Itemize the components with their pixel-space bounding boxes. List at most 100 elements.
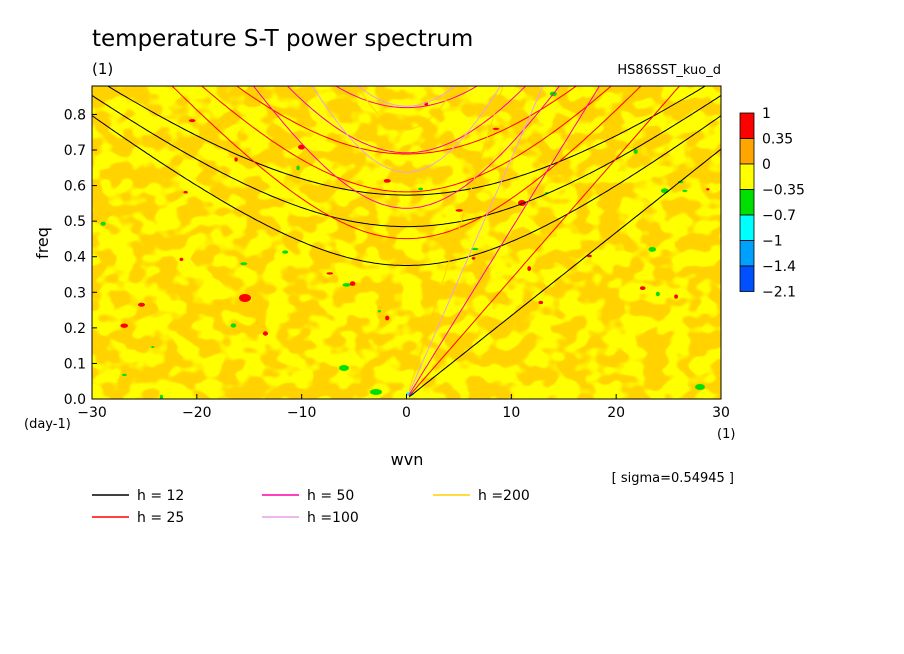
colorbar-label: −2.1: [762, 285, 796, 301]
inertia-gravity-curve: [201, 86, 612, 193]
y-unit-label: (day-1): [24, 417, 71, 432]
colorbar-label: −1: [762, 234, 783, 250]
field-spot: [655, 291, 660, 297]
kelvin-curve: [408, 148, 721, 398]
legend-label: h = 25: [137, 510, 184, 526]
field-spot: [122, 373, 127, 377]
field-spot: [682, 189, 688, 192]
field-spot: [151, 346, 155, 348]
x-unit-label: (1): [717, 427, 735, 442]
field-spot: [695, 384, 705, 390]
field-spot: [706, 188, 710, 191]
kelvin-curve: [408, 86, 504, 391]
colorbar-label: 0: [762, 157, 771, 173]
y-tick-label: 0.0: [64, 392, 86, 408]
field-spot: [660, 188, 669, 194]
inertia-gravity-curve: [286, 86, 527, 154]
field-spot: [471, 247, 479, 251]
x-axis: −30 −20 −10 0 10 20 30: [77, 394, 730, 421]
colorbar-label: −1.4: [762, 259, 796, 275]
y-tick-label: 0.4: [64, 250, 86, 266]
kelvin-curve: [408, 86, 681, 397]
colorbar-swatch: [739, 112, 755, 139]
field-spot: [339, 365, 349, 371]
kelvin-curve: [408, 86, 601, 395]
legend: h = 12 h = 25 h = 50 h =100 h =200: [92, 488, 530, 526]
kelvin-curve: [408, 86, 544, 394]
plot-area: [92, 86, 721, 399]
chart-subtitle-right: HS86SST_kuo_d: [617, 63, 721, 78]
legend-label: h =200: [478, 488, 530, 504]
field-spot: [349, 281, 356, 286]
field-spot: [234, 157, 238, 162]
colorbar-swatch: [739, 265, 755, 292]
field-spot: [230, 323, 237, 328]
field-spot: [282, 250, 289, 254]
field-spot: [648, 247, 657, 252]
field-spot: [492, 127, 500, 130]
chart-title: temperature S-T power spectrum: [92, 26, 473, 52]
field-spot: [240, 262, 248, 266]
field-spot: [120, 323, 128, 328]
x-tick-label: −20: [182, 405, 212, 421]
field-spot: [159, 394, 163, 399]
colorbar-swatch: [739, 240, 755, 267]
colorbar-label: 0.35: [762, 132, 793, 148]
inertia-gravity-curve: [92, 115, 721, 266]
colorbar-label: −0.7: [762, 208, 796, 224]
sigma-label: [ sigma=0.54945 ]: [612, 471, 734, 486]
field-spot: [385, 315, 390, 321]
field-spot: [183, 190, 188, 194]
colorbar-label: −0.35: [762, 183, 805, 199]
field-spot: [370, 389, 382, 395]
colorbar-swatch: [739, 214, 755, 241]
inertia-gravity-curve: [235, 86, 578, 155]
field-spot: [455, 209, 463, 212]
field-spot: [471, 256, 476, 260]
field-spot: [674, 294, 678, 299]
x-tick-label: −30: [77, 405, 107, 421]
field-spot: [639, 286, 646, 290]
y-axis-label: freq: [33, 227, 52, 259]
field-noise-pattern: [92, 86, 721, 399]
field-spot: [239, 294, 251, 302]
x-tick-label: −10: [287, 405, 317, 421]
inertia-gravity-curve: [357, 86, 456, 107]
y-tick-label: 0.8: [64, 107, 86, 123]
inertia-gravity-curve: [335, 86, 478, 109]
field-spot: [418, 187, 423, 191]
colorbar-label: 1: [762, 106, 771, 122]
dispersion-curves: [92, 86, 721, 398]
x-axis-label: wvn: [391, 450, 424, 469]
field-spot: [527, 266, 532, 272]
x-tick-label: 20: [607, 405, 625, 421]
field-spot: [179, 257, 184, 261]
y-tick-label: 0.2: [64, 321, 86, 337]
field-spot: [538, 300, 544, 305]
colorbar-swatch: [739, 138, 755, 165]
legend-label: h = 12: [137, 488, 184, 504]
field-spot: [138, 302, 145, 307]
colorbar: 1 0.35 0 −0.35 −0.7 −1 −1.4 −2.1: [739, 106, 805, 301]
field-spot: [326, 272, 334, 275]
inertia-gravity-curve: [311, 86, 502, 173]
field-spot: [633, 149, 638, 154]
inertia-gravity-curve: [171, 86, 642, 240]
x-tick-label: 0: [402, 405, 411, 421]
field-spot: [100, 221, 106, 226]
chart-subtitle-left: (1): [92, 60, 113, 78]
y-tick-label: 0.7: [64, 143, 86, 159]
x-tick-label: 10: [502, 405, 520, 421]
inertia-gravity-curve: [106, 86, 707, 196]
colorbar-swatch: [739, 189, 755, 216]
x-tick-label: 30: [712, 405, 730, 421]
field-spot: [188, 119, 196, 123]
inertia-gravity-curve: [356, 86, 457, 130]
y-tick-label: 0.5: [64, 214, 86, 230]
y-tick-label: 0.6: [64, 179, 86, 195]
colorbar-swatch: [739, 163, 755, 190]
y-axis: 0.0 0.1 0.2 0.3 0.4 0.5 0.6 0.7 0.8: [64, 107, 97, 408]
legend-label: h = 50: [307, 488, 354, 504]
y-tick-label: 0.1: [64, 356, 86, 372]
